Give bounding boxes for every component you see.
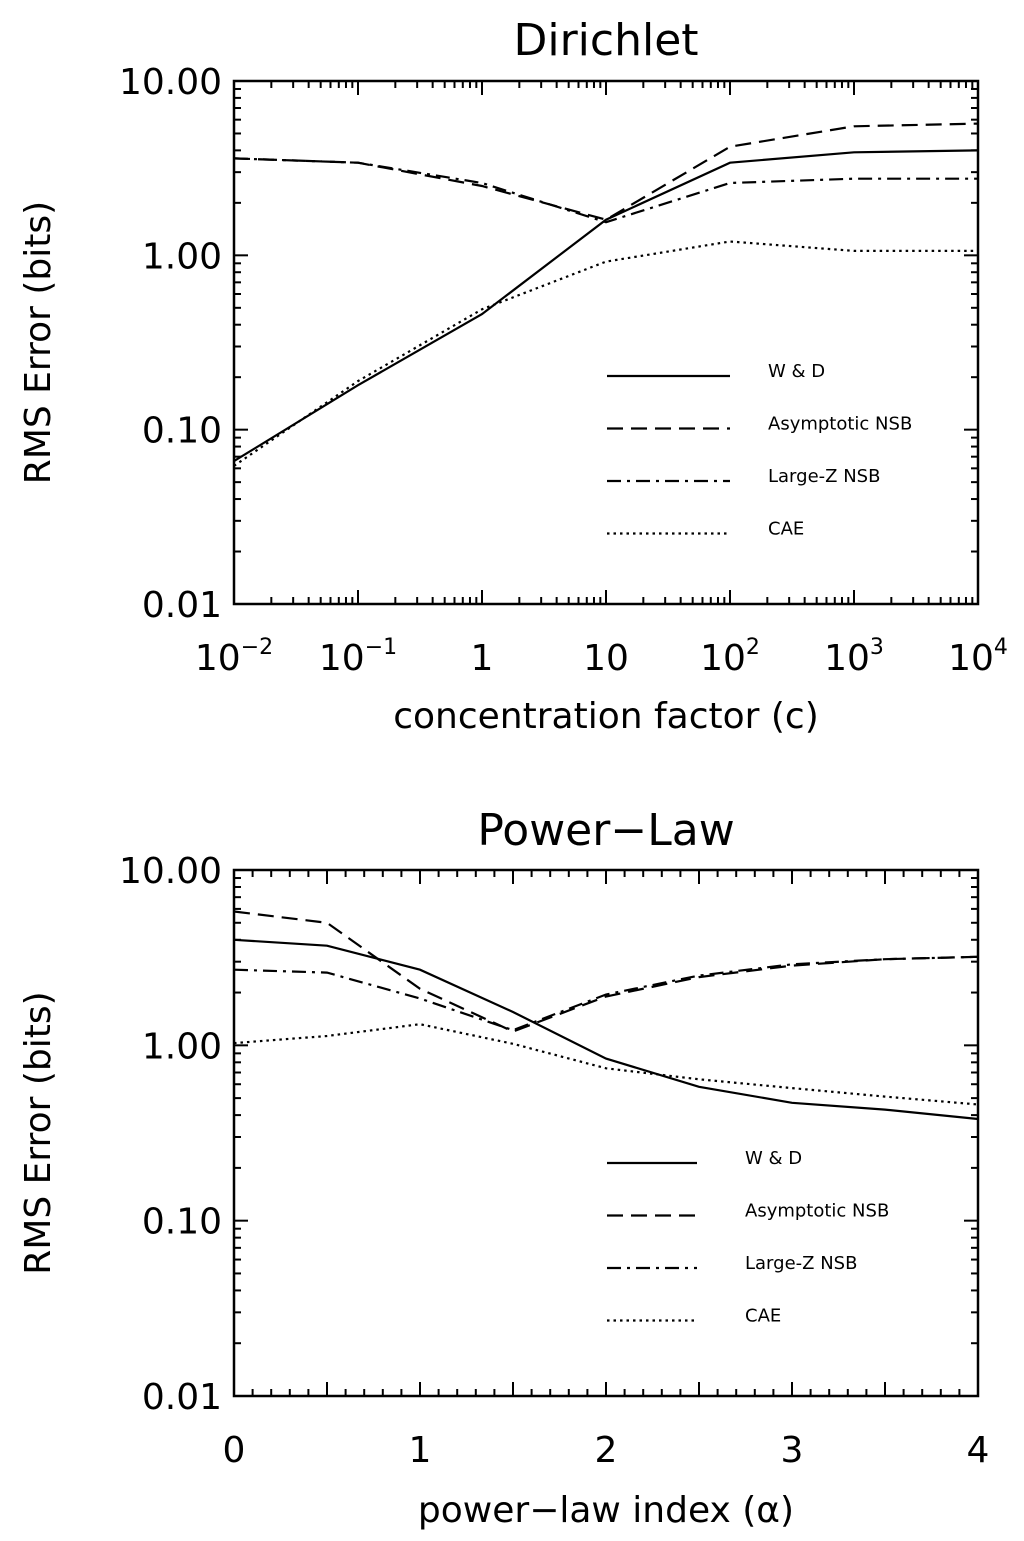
x-tick-label: 2	[595, 1430, 618, 1471]
x-axis-label: concentration factor (c)	[393, 696, 819, 737]
legend-label: Large-Z NSB	[768, 466, 880, 487]
series-line-asymptotic-nsb	[233, 910, 979, 1033]
x-tick-label: 104	[948, 635, 1008, 679]
x-tick-label: 1	[471, 638, 494, 679]
legend-label: Asymptotic NSB	[745, 1201, 889, 1222]
legend-label: CAE	[745, 1306, 781, 1327]
y-tick-label: 1.00	[142, 1026, 222, 1067]
series-line-cae	[233, 1023, 979, 1106]
x-tick-label: 3	[781, 1430, 804, 1471]
chart-panel-1: Dirichlet 0.01 0.10 1.00 10.00 10−2 10−1 1 10 102…	[18, 15, 1008, 737]
legend-label: Large-Z NSB	[745, 1253, 857, 1274]
legend-label: W & D	[745, 1148, 802, 1169]
y-tick-label: 10.00	[119, 62, 222, 103]
y-tick-label: 0.10	[142, 411, 222, 452]
legend-label: CAE	[768, 519, 804, 540]
series-line-large-z-nsb	[233, 157, 978, 224]
plot-frame	[232, 868, 980, 1398]
y-axis-label: RMS Error (bits)	[18, 201, 59, 484]
x-tick-label: 10−1	[319, 635, 397, 679]
chart-title: Dirichlet	[513, 15, 698, 66]
legend-label: W & D	[768, 361, 825, 382]
series-line-large-z-nsb	[233, 955, 979, 1032]
series-line-asymptotic-nsb	[233, 122, 979, 221]
legend-label: Asymptotic NSB	[768, 414, 912, 435]
y-tick-label: 0.01	[142, 1377, 222, 1418]
y-axis-label: RMS Error (bits)	[18, 991, 59, 1274]
legend: W & D Asymptotic NSB Large-Z NSB CAE	[607, 1148, 889, 1327]
y-tick-label: 1.00	[142, 236, 222, 277]
x-tick-label: 10−2	[195, 635, 273, 679]
y-tick-label: 0.10	[142, 1202, 222, 1243]
chart-panel-2: Power−Law 0.01 0.10 1.00 10.00 0 1 2 3 4 power−law…	[18, 805, 989, 1531]
x-tick-label: 102	[700, 635, 760, 679]
x-axis-label: power−law index (α)	[418, 1490, 794, 1531]
x-tick-label: 1	[409, 1430, 432, 1471]
plot-frame	[232, 79, 980, 606]
series-line-cae	[233, 240, 978, 467]
x-tick-label: 10	[583, 638, 629, 679]
x-tick-label: 103	[824, 635, 884, 679]
y-tick-label: 0.01	[142, 585, 222, 626]
legend: W & D Asymptotic NSB Large-Z NSB CAE	[607, 361, 912, 540]
series-line-w-d	[233, 149, 979, 463]
x-tick-label: 0	[223, 1430, 246, 1471]
x-tick-label: 4	[967, 1430, 990, 1471]
y-tick-label: 10.00	[119, 851, 222, 892]
chart-title: Power−Law	[477, 805, 734, 856]
series-line-w-d	[233, 938, 979, 1121]
